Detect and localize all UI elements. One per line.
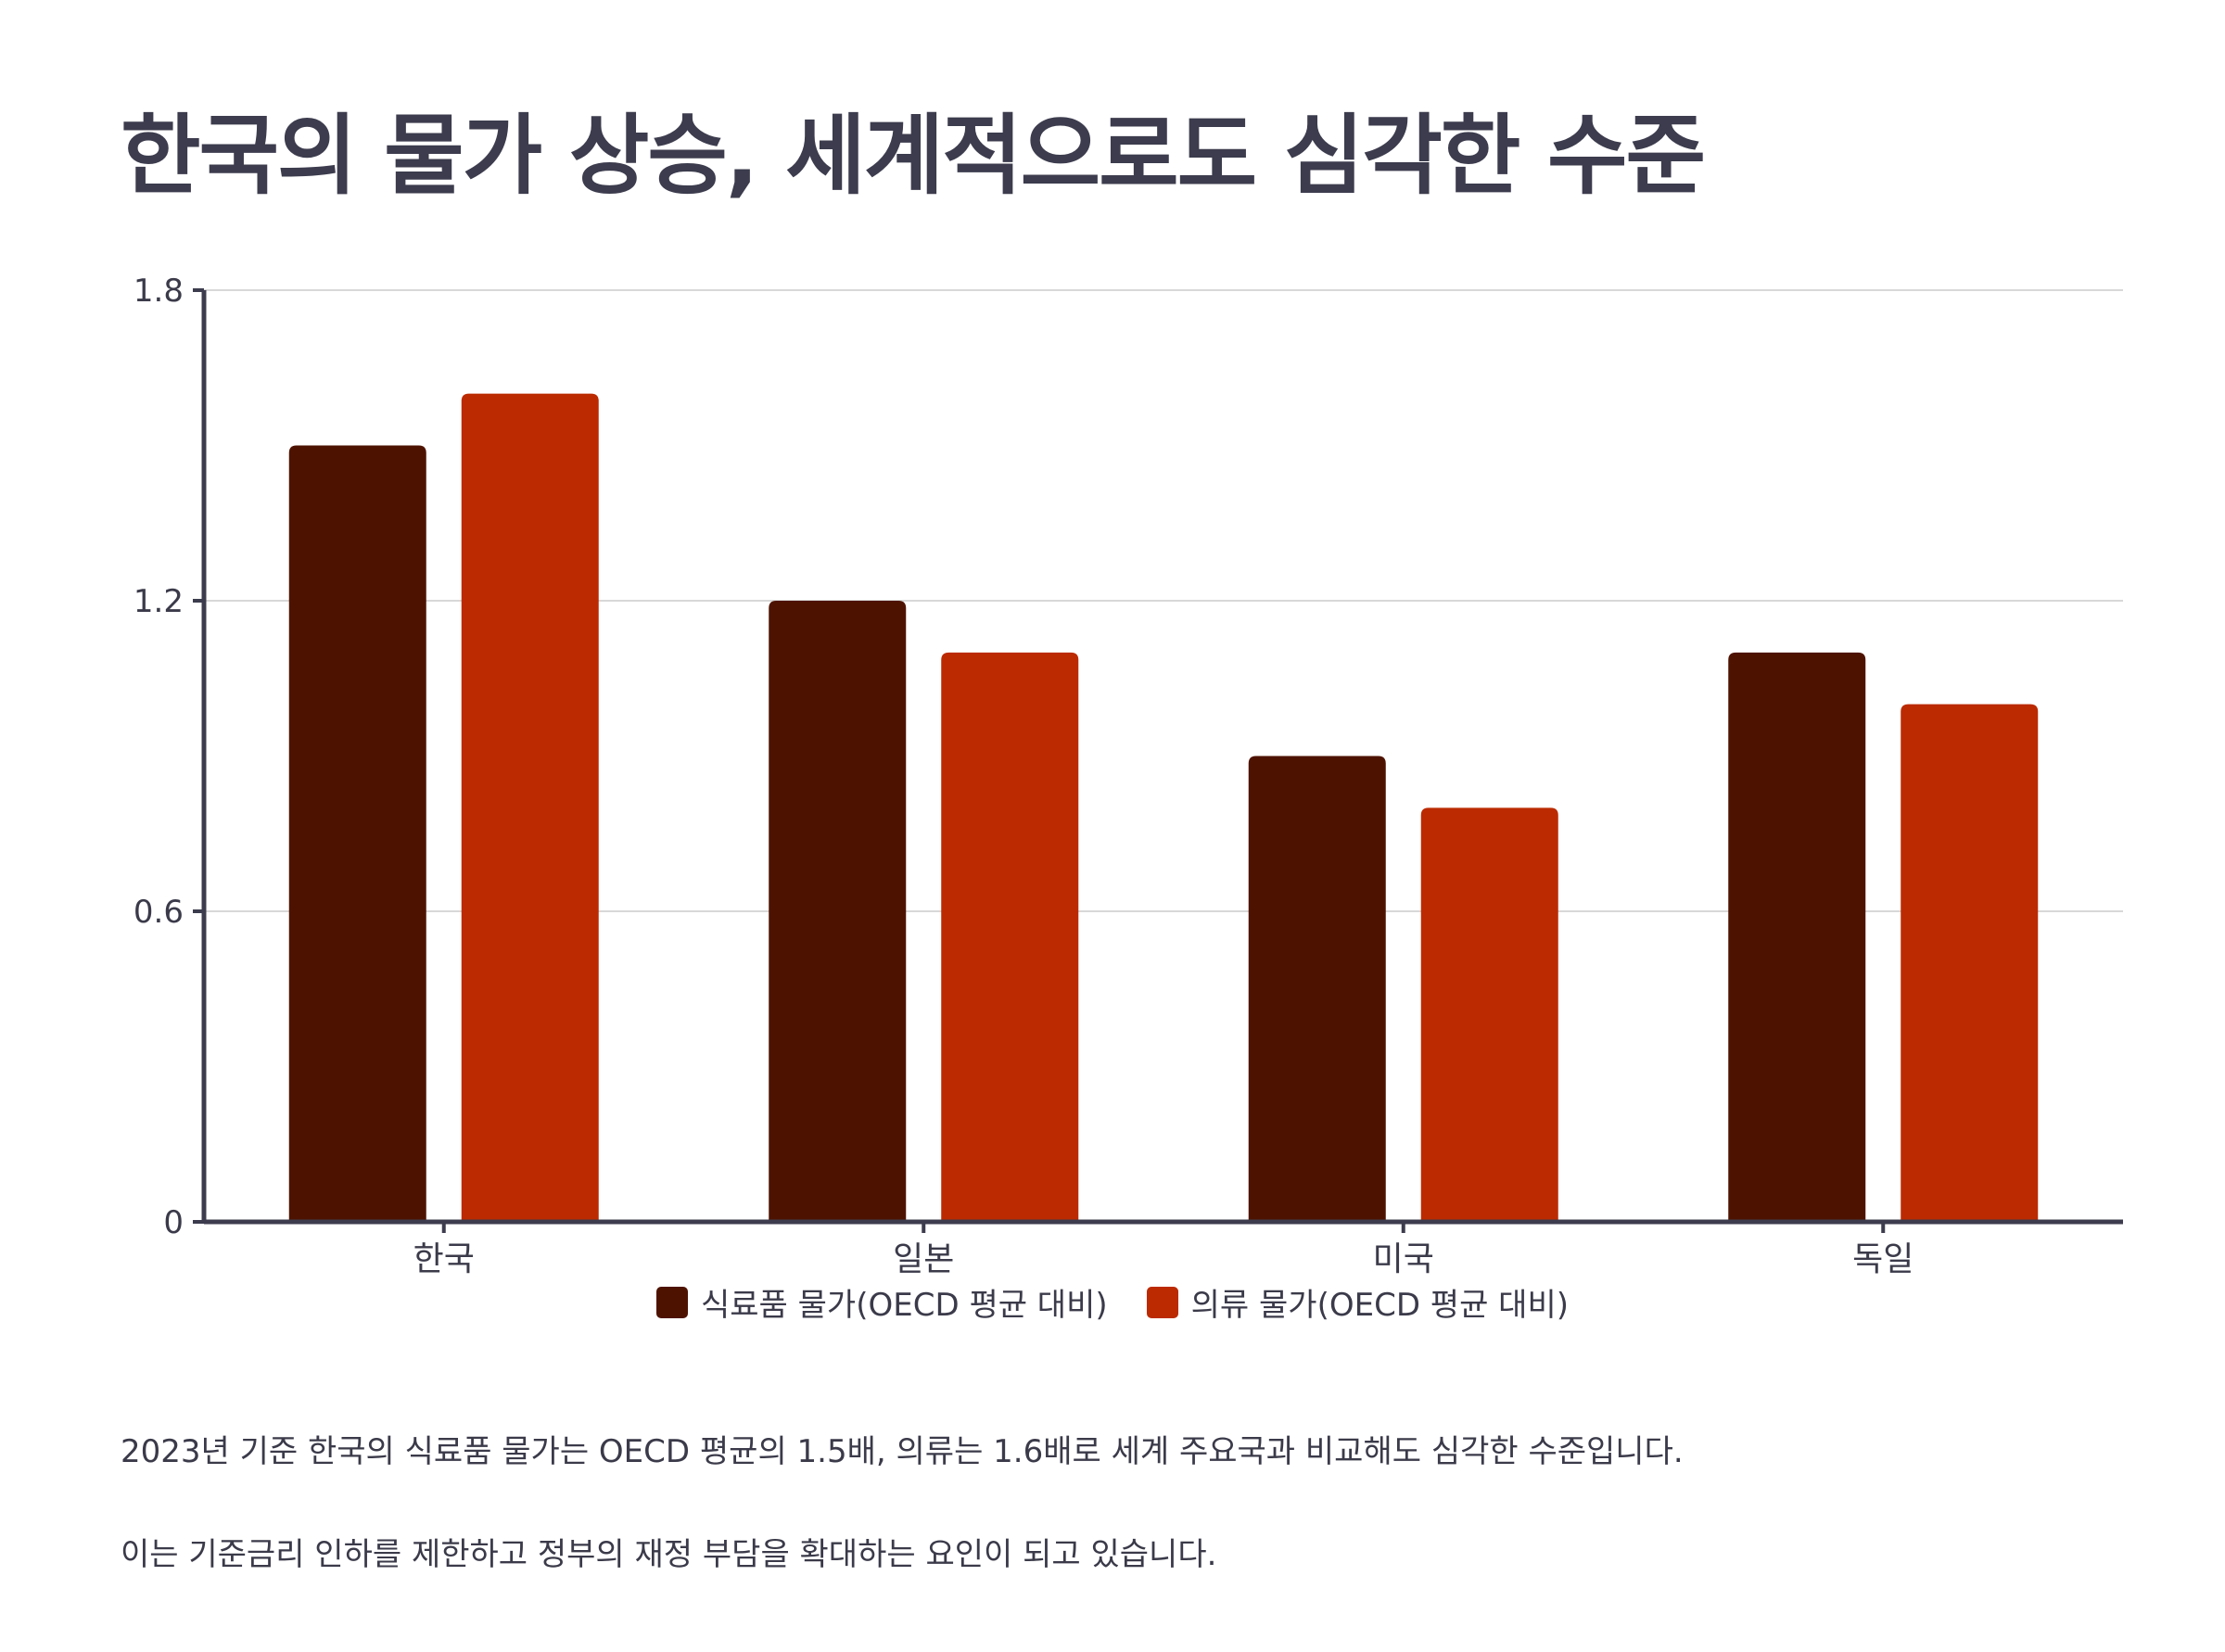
bar-clothing-2[interactable] — [941, 652, 1079, 1222]
y-tick-label: 1.2 — [134, 583, 184, 620]
bar-food-1[interactable] — [288, 445, 426, 1223]
note-line-1: 2023년 기준 한국의 식료품 물가는 OECD 평균의 1.5배, 의류는 … — [121, 1433, 1684, 1470]
chart-notes: 2023년 기준 한국의 식료품 물가는 OECD 평균의 1.5배, 의류는 … — [121, 1426, 2160, 1632]
x-tick-label: 미국 — [1373, 1240, 1434, 1278]
x-tick-label: 독일 — [1852, 1240, 1914, 1278]
x-tick-label: 일본 — [893, 1240, 954, 1278]
bar-clothing-3[interactable] — [1420, 807, 1558, 1222]
legend-item-clothing[interactable]: 의류 물가(OECD 평균 대비) — [1146, 1279, 1569, 1325]
y-tick-label: 1.8 — [134, 273, 184, 310]
note-line-2: 이는 기준금리 인하를 제한하고 정부의 재정 부담을 확대하는 요인이 되고 … — [121, 1536, 1217, 1573]
legend-label-clothing: 의류 물가(OECD 평균 대비) — [1190, 1287, 1569, 1324]
axes: 0 0.6 1.2 1.8 한국 일본 미국 독일 — [134, 273, 2123, 1278]
bar-food-2[interactable] — [769, 601, 907, 1222]
y-tick-label: 0.6 — [134, 894, 184, 931]
chart-title: 한국의 물가 상승, 세계적으로도 심각한 수준 — [121, 106, 1706, 207]
bar-clothing-1[interactable] — [461, 393, 599, 1223]
bar-clothing-4[interactable] — [1901, 704, 2039, 1222]
legend-label-food: 식료품 물가(OECD 평균 대비) — [701, 1287, 1108, 1324]
legend-swatch-clothing — [1146, 1286, 1178, 1318]
bars — [288, 393, 2039, 1223]
bar-food-4[interactable] — [1728, 652, 1866, 1222]
bar-food-3[interactable] — [1248, 756, 1386, 1223]
legend: 식료품 물가(OECD 평균 대비) 의류 물가(OECD 평균 대비) — [0, 1279, 2225, 1325]
y-tick-label: 0 — [163, 1204, 184, 1241]
x-tick-label: 한국 — [413, 1240, 475, 1278]
legend-swatch-food — [656, 1286, 688, 1318]
legend-item-food[interactable]: 식료품 물가(OECD 평균 대비) — [656, 1279, 1108, 1325]
